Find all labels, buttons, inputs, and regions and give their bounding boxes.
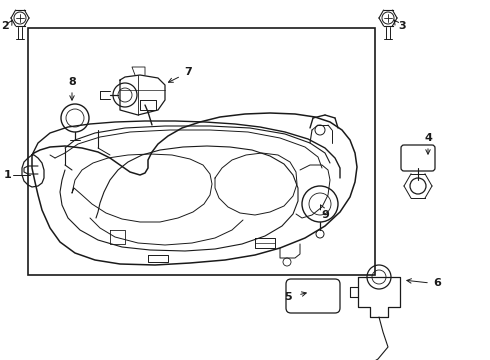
Text: 4: 4 — [424, 133, 432, 143]
Text: 8: 8 — [68, 77, 76, 87]
Text: 5: 5 — [284, 292, 292, 302]
Text: 9: 9 — [321, 210, 329, 220]
Text: 6: 6 — [433, 278, 441, 288]
Text: 7: 7 — [184, 67, 192, 77]
Text: 3: 3 — [398, 21, 406, 31]
Bar — [28, 28, 375, 275]
Text: 2: 2 — [1, 21, 9, 31]
Text: 1: 1 — [4, 170, 12, 180]
